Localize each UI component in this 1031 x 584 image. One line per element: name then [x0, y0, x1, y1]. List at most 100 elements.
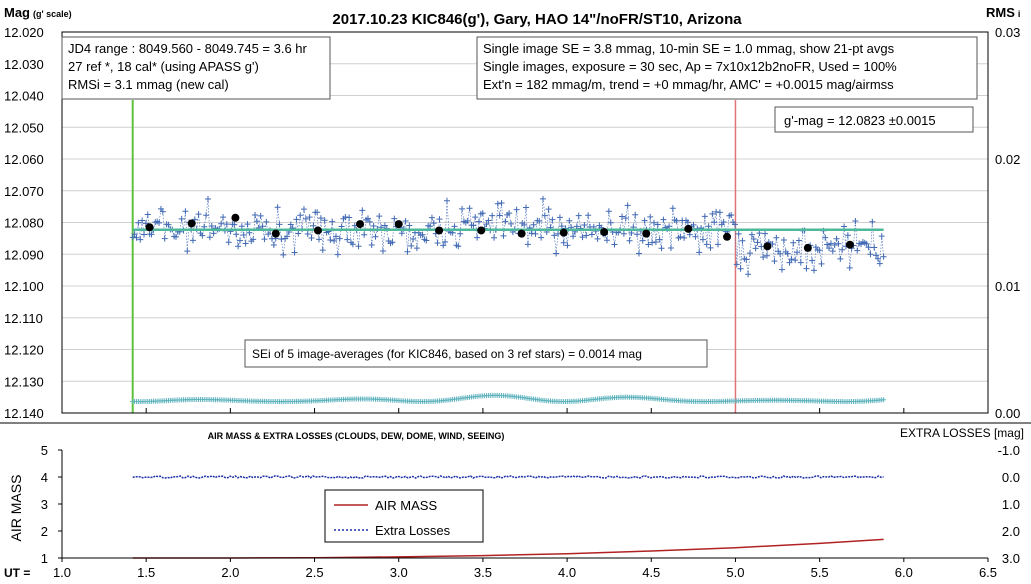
data-point	[321, 217, 328, 224]
data-point	[278, 236, 285, 243]
bottom-x-tick-labels: 1.0 1.5 2.0 2.5 3.0 3.5 4.0 4.5 5.0 5.5 6.0 6.5	[53, 558, 997, 580]
data-point	[652, 239, 659, 246]
data-point	[829, 248, 836, 255]
data-point	[585, 212, 592, 219]
data-point	[854, 247, 861, 254]
data-point	[758, 243, 765, 250]
data-point	[252, 212, 259, 219]
data-point	[444, 197, 450, 204]
bottom-x-tick-label: 5.0	[726, 565, 744, 580]
data-point	[560, 239, 567, 246]
average-point	[684, 224, 693, 233]
data-point	[541, 212, 548, 219]
data-point	[705, 223, 712, 230]
data-point	[777, 250, 784, 257]
data-point	[494, 200, 501, 207]
data-point	[536, 218, 543, 225]
bottom-y-label: AIR MASS	[8, 475, 24, 542]
data-point	[308, 235, 315, 242]
data-point	[654, 221, 661, 228]
bottom-x-tick-label: 2.5	[306, 565, 324, 580]
data-point	[263, 218, 270, 225]
data-point	[784, 250, 791, 257]
data-point	[669, 205, 676, 212]
bottom-x-tick-label: 6.0	[895, 565, 913, 580]
data-point	[551, 232, 558, 239]
data-point	[658, 245, 665, 252]
y-tick-label: 12.070	[4, 184, 44, 199]
data-point	[763, 252, 770, 259]
top-plot-frame	[61, 31, 989, 414]
data-point	[692, 233, 699, 240]
bottom-y-tick-label: 5	[41, 443, 48, 458]
data-point	[876, 260, 883, 267]
data-point	[208, 223, 215, 230]
average-point	[845, 240, 854, 249]
data-point	[404, 248, 411, 255]
data-point	[428, 214, 435, 221]
data-point	[184, 248, 191, 255]
data-point	[794, 249, 801, 256]
data-point	[287, 221, 294, 228]
data-point	[865, 244, 872, 251]
y-axis-label-sub: (g' scale)	[33, 9, 72, 19]
data-point	[824, 241, 831, 248]
data-point	[583, 232, 590, 239]
average-point	[723, 232, 732, 241]
average-points	[145, 213, 854, 252]
data-point	[398, 230, 405, 237]
data-point	[703, 241, 710, 248]
data-point	[442, 238, 449, 245]
data-point	[827, 240, 834, 247]
data-point	[218, 220, 225, 227]
average-point	[763, 242, 772, 251]
data-point	[696, 249, 703, 256]
data-point	[156, 219, 163, 226]
data-point	[199, 232, 206, 239]
data-point	[754, 239, 761, 246]
data-point	[837, 255, 844, 262]
data-point	[133, 234, 140, 241]
bottom-axes	[61, 450, 988, 559]
data-point	[344, 236, 351, 243]
data-point	[822, 234, 829, 241]
data-point	[225, 239, 232, 246]
data-point	[667, 245, 674, 252]
data-point	[711, 219, 718, 226]
data-point	[233, 231, 240, 238]
average-point	[231, 213, 240, 222]
data-point	[513, 206, 520, 213]
data-point	[172, 233, 179, 240]
data-point	[236, 237, 243, 244]
data-point	[366, 218, 373, 225]
data-point	[336, 235, 343, 242]
data-point	[867, 251, 874, 258]
data-point	[573, 223, 580, 230]
data-point	[466, 205, 473, 212]
data-point	[368, 241, 375, 248]
data-point	[690, 221, 697, 228]
bottom-y-tick-label: 3	[41, 497, 48, 512]
data-point	[408, 242, 415, 249]
data-point	[361, 231, 368, 238]
data-point	[553, 250, 560, 257]
data-point	[293, 216, 300, 223]
data-point	[760, 254, 767, 261]
y-tick-label: 12.030	[4, 57, 44, 72]
data-point	[699, 236, 706, 243]
data-point	[257, 212, 264, 219]
data-point	[771, 258, 778, 265]
data-point	[720, 218, 727, 225]
annotation-left-line-2: 27 ref *, 18 cal* (using APASS g')	[68, 59, 259, 74]
y-tick-label: 12.140	[4, 406, 44, 421]
data-point	[500, 232, 507, 239]
data-point	[780, 237, 787, 244]
bottom-y-tick-label: 2	[41, 524, 48, 539]
data-point	[141, 231, 148, 238]
data-point	[684, 219, 691, 226]
data-point	[231, 221, 238, 228]
data-point	[457, 230, 464, 237]
data-point	[831, 242, 838, 249]
average-point	[313, 226, 322, 235]
bottom-x-tick-label: 1.0	[53, 565, 71, 580]
